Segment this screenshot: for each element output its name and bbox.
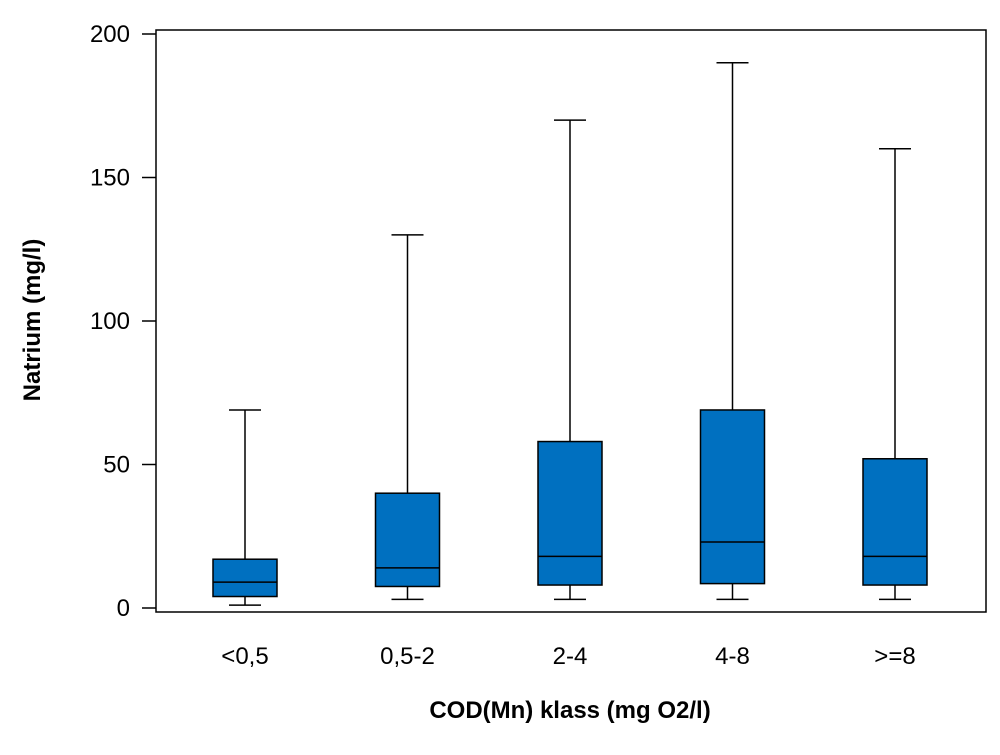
iqr-box <box>212 558 278 598</box>
y-tick-label: 50 <box>103 452 130 479</box>
y-axis-label: Natrium (mg/l) <box>19 239 46 402</box>
iqr-box <box>374 492 441 588</box>
boxes <box>212 61 928 606</box>
y-tick-label: 100 <box>90 308 130 335</box>
box-4 <box>862 148 928 601</box>
box-0 <box>212 409 278 606</box>
box-3 <box>699 61 766 601</box>
x-axis-tick-labels: <0,5 0,5-2 2-4 4-8 >=8 <box>221 643 915 670</box>
box-1 <box>374 234 441 601</box>
y-tick-label: 150 <box>90 165 130 192</box>
y-axis-ticks: 0 50 100 150 200 <box>90 21 156 622</box>
x-tick-label: >=8 <box>874 643 915 670</box>
x-tick-label: <0,5 <box>221 643 268 670</box>
y-tick-label: 0 <box>117 595 130 622</box>
x-tick-label: 0,5-2 <box>380 643 435 670</box>
iqr-box <box>699 409 766 585</box>
x-axis-label: COD(Mn) klass (mg O2/l) <box>429 697 710 724</box>
y-tick-label: 200 <box>90 21 130 48</box>
iqr-box <box>862 458 928 586</box>
iqr-box <box>537 440 603 586</box>
box-2 <box>537 119 603 601</box>
plot-area-frame <box>155 29 987 613</box>
x-tick-label: 2-4 <box>553 643 588 670</box>
x-tick-label: 4-8 <box>715 643 750 670</box>
